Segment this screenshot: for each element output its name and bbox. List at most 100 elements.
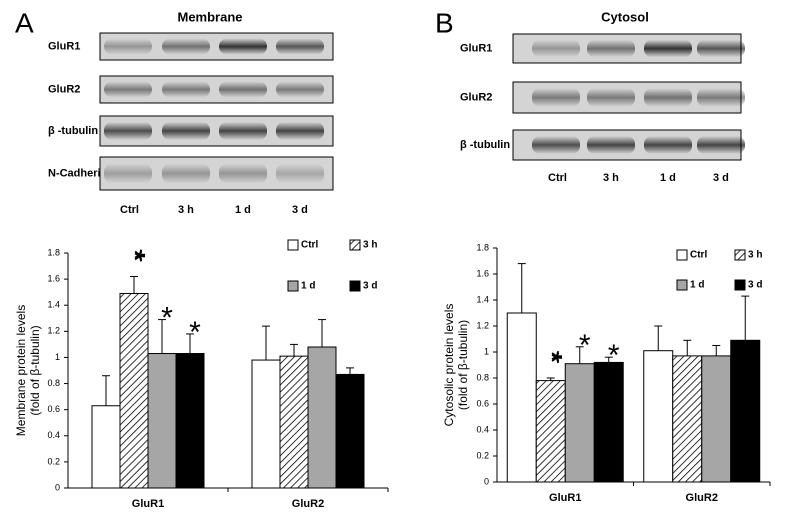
blot-title: Membrane: [177, 9, 242, 24]
legend-swatch: [349, 280, 361, 292]
bar: [672, 355, 703, 483]
bar: [91, 405, 121, 489]
bar: [535, 380, 566, 483]
blot-row-label: β -tubulin: [460, 139, 510, 151]
bar: [119, 292, 149, 489]
blot-band: [697, 88, 745, 107]
y-tick-label: 1.6: [47, 273, 60, 283]
lane-label: Ctrl: [120, 204, 139, 216]
y-axis-label: Membrane protein levels: [14, 305, 28, 436]
lane-label: 3 d: [713, 172, 729, 184]
x-tick-label: GluR2: [292, 498, 324, 510]
bar: [251, 359, 281, 489]
blot-band: [104, 163, 152, 184]
blot-band: [276, 163, 324, 184]
blot-band: [276, 122, 324, 140]
significance-star: *: [161, 302, 173, 335]
significance-star: **: [118, 249, 151, 263]
blot-band: [162, 81, 210, 98]
y-tick-label: 1.8: [476, 242, 489, 252]
bar: [307, 346, 337, 489]
x-tick-label: GluR2: [686, 492, 718, 504]
legend-label: 3 h: [748, 250, 762, 261]
bar: [643, 350, 674, 483]
blot-band: [162, 163, 210, 184]
y-tick-label: 1.2: [47, 326, 60, 336]
y-tick-label: 1.4: [47, 300, 60, 310]
blot-row-label: N-Cadherin: [48, 167, 108, 179]
y-tick-label: 0.2: [476, 450, 489, 460]
legend-label: 1 d: [301, 281, 315, 292]
x-tick-label: GluR1: [549, 492, 581, 504]
y-axis-label: Cytosolic protein levels: [442, 304, 456, 427]
y-tick-label: 0.4: [476, 424, 489, 434]
legend-swatch: [734, 249, 746, 261]
blot-band: [276, 81, 324, 98]
blot-band: [219, 81, 267, 98]
blot-row-label: GluR1: [460, 42, 492, 54]
blot-band: [697, 39, 745, 58]
y-tick-label: 0.6: [47, 404, 60, 414]
panel-letter: B: [435, 7, 454, 38]
lane-label: 1 d: [660, 172, 676, 184]
bar: [175, 353, 205, 489]
lane-label: 1 d: [235, 204, 251, 216]
blot-band: [587, 88, 635, 107]
y-tick-label: 0.8: [476, 372, 489, 382]
blot-band: [644, 88, 692, 107]
lane-label: 3 d: [292, 204, 308, 216]
blot-band: [104, 38, 152, 55]
lane-label: Ctrl: [548, 172, 567, 184]
y-tick-label: 0: [55, 482, 60, 492]
y-tick-label: 0.8: [47, 378, 60, 388]
blot-band: [644, 136, 692, 154]
y-tick-label: 1.8: [47, 247, 60, 257]
blot-band: [587, 136, 635, 154]
significance-star: **: [534, 350, 567, 364]
y-axis-label: (fold of β-tubulin): [456, 320, 470, 410]
bar: [335, 373, 365, 489]
blot-band: [162, 122, 210, 140]
y-tick-label: 0.4: [47, 430, 60, 440]
legend-swatch: [676, 249, 688, 261]
lane-label: 3 h: [178, 204, 194, 216]
legend-swatch: [734, 279, 746, 291]
bar: [701, 355, 732, 483]
bar: [147, 353, 177, 489]
x-tick-label: GluR1: [132, 498, 164, 510]
legend-swatch: [676, 279, 688, 291]
blot-band: [276, 38, 324, 55]
significance-star: *: [579, 329, 591, 362]
blot-band: [219, 38, 267, 55]
y-tick-label: 0.2: [47, 456, 60, 466]
y-axis-label: (fold of β-tubulin): [28, 325, 42, 415]
legend-swatch: [349, 239, 361, 251]
blot-band: [104, 81, 152, 98]
blot-band: [104, 122, 152, 140]
y-tick-label: 0: [484, 476, 489, 486]
blot-band: [532, 39, 580, 58]
legend-label: 1 d: [690, 280, 704, 291]
blot-band: [219, 163, 267, 184]
legend-label: 3 h: [363, 240, 377, 251]
blot-row-label: GluR2: [460, 91, 492, 103]
blot-band: [697, 136, 745, 154]
blot-band: [162, 38, 210, 55]
blot-title: Cytosol: [601, 9, 649, 24]
legend-label: 3 d: [363, 281, 377, 292]
bar: [593, 361, 624, 483]
bar: [730, 339, 761, 483]
bar: [506, 312, 537, 483]
blot-row-label: β -tubulin: [48, 125, 98, 137]
y-tick-label: 1.6: [476, 268, 489, 278]
y-tick-label: 0.6: [476, 398, 489, 408]
legend-label: Ctrl: [690, 250, 707, 261]
bar: [564, 363, 595, 483]
blot-band: [219, 122, 267, 140]
legend-label: Ctrl: [301, 240, 318, 251]
lane-label: 3 h: [603, 172, 619, 184]
significance-star: *: [189, 316, 201, 349]
blot-band: [532, 136, 580, 154]
blot-row-label: GluR1: [48, 40, 80, 52]
